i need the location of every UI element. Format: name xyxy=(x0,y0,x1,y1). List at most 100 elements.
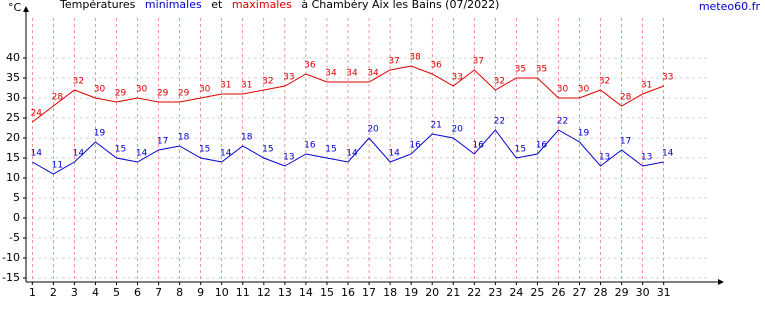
data-label: 31 xyxy=(220,81,231,91)
x-tick-label: 22 xyxy=(467,286,481,299)
x-tick-label: 31 xyxy=(657,286,671,299)
data-label: 36 xyxy=(430,61,442,71)
data-label: 15 xyxy=(515,145,526,155)
data-label: 17 xyxy=(157,137,168,147)
x-tick-label: 4 xyxy=(92,286,99,299)
data-label: 34 xyxy=(346,69,358,79)
data-label: 37 xyxy=(473,57,484,67)
data-label: 32 xyxy=(73,77,84,87)
y-tick-label: 25 xyxy=(6,111,20,124)
y-tick-label: 30 xyxy=(6,91,20,104)
data-label: 37 xyxy=(388,57,399,67)
data-label: 14 xyxy=(662,149,674,159)
data-label: 33 xyxy=(283,73,294,83)
data-label: 24 xyxy=(31,109,43,119)
x-tick-label: 10 xyxy=(215,286,229,299)
data-label: 13 xyxy=(641,153,652,163)
data-label: 11 xyxy=(52,161,63,171)
x-tick-label: 13 xyxy=(278,286,292,299)
data-label: 33 xyxy=(662,73,673,83)
data-label: 20 xyxy=(452,125,464,135)
data-label: 13 xyxy=(283,153,294,163)
x-tick-label: 6 xyxy=(134,286,141,299)
data-label: 38 xyxy=(409,53,421,63)
data-label: 20 xyxy=(367,125,379,135)
data-label: 30 xyxy=(199,85,211,95)
x-tick-label: 1 xyxy=(29,286,36,299)
data-label: 29 xyxy=(178,89,190,99)
x-tick-label: 14 xyxy=(299,286,313,299)
title-joiner: et xyxy=(211,0,223,11)
title-suffix: à Chambéry Aix les Bains (07/2022) xyxy=(301,0,499,11)
x-tick-label: 17 xyxy=(362,286,376,299)
x-tick-label: 21 xyxy=(446,286,460,299)
data-label: 29 xyxy=(157,89,169,99)
x-tick-label: 5 xyxy=(113,286,120,299)
data-label: 21 xyxy=(430,121,441,131)
data-label: 35 xyxy=(515,65,526,75)
x-tick-label: 26 xyxy=(551,286,565,299)
x-tick-label: 28 xyxy=(594,286,608,299)
x-tick-label: 3 xyxy=(71,286,78,299)
y-tick-label: 40 xyxy=(6,51,20,64)
x-axis-arrow xyxy=(718,279,724,285)
data-label: 36 xyxy=(304,61,316,71)
x-tick-label: 11 xyxy=(236,286,250,299)
title-series-min: minimales xyxy=(145,0,202,11)
data-label: 14 xyxy=(220,149,232,159)
x-tick-label: 16 xyxy=(341,286,355,299)
x-tick-label: 15 xyxy=(320,286,334,299)
data-label: 17 xyxy=(620,137,631,147)
source-link[interactable]: meteo60.fr xyxy=(699,0,761,13)
x-tick-label: 18 xyxy=(383,286,397,299)
data-label: 15 xyxy=(325,145,336,155)
data-label: 19 xyxy=(94,129,106,139)
data-label: 15 xyxy=(115,145,126,155)
x-tick-label: 23 xyxy=(488,286,502,299)
data-label: 14 xyxy=(346,149,358,159)
data-label: 28 xyxy=(620,93,632,103)
series-line xyxy=(32,65,664,123)
data-label: 14 xyxy=(136,149,148,159)
x-tick-label: 8 xyxy=(176,286,183,299)
y-axis-arrow xyxy=(23,6,29,12)
x-tick-label: 9 xyxy=(197,286,204,299)
data-label: 32 xyxy=(494,77,505,87)
data-label: 22 xyxy=(494,117,505,127)
y-tick-label: 20 xyxy=(6,131,20,144)
x-tick-label: 2 xyxy=(50,286,57,299)
data-label: 16 xyxy=(536,141,548,151)
x-tick-label: 24 xyxy=(509,286,523,299)
y-tick-label: 5 xyxy=(13,191,20,204)
data-label: 14 xyxy=(73,149,85,159)
y-axis-label: °C xyxy=(8,1,22,14)
data-label: 13 xyxy=(599,153,610,163)
y-tick-label: 10 xyxy=(6,171,20,184)
data-label: 18 xyxy=(241,133,253,143)
data-label: 15 xyxy=(262,145,273,155)
data-label: 34 xyxy=(367,69,379,79)
data-label: 31 xyxy=(241,81,252,91)
data-label: 16 xyxy=(409,141,421,151)
series-line xyxy=(32,129,664,175)
data-label: 14 xyxy=(388,149,400,159)
data-label: 22 xyxy=(557,117,568,127)
chart-title: Températures minimales et maximales à Ch… xyxy=(59,0,499,11)
x-tick-label: 29 xyxy=(615,286,629,299)
x-tick-label: 19 xyxy=(404,286,418,299)
title-prefix: Températures xyxy=(59,0,136,11)
data-label: 30 xyxy=(578,85,590,95)
data-label: 32 xyxy=(599,77,610,87)
data-label: 32 xyxy=(262,77,273,87)
data-label: 31 xyxy=(641,81,652,91)
x-tick-label: 7 xyxy=(155,286,162,299)
data-label: 15 xyxy=(199,145,210,155)
data-label: 35 xyxy=(536,65,547,75)
data-label: 34 xyxy=(325,69,337,79)
data-label: 33 xyxy=(452,73,463,83)
y-tick-label: -15 xyxy=(2,271,20,284)
data-label: 29 xyxy=(115,89,127,99)
x-tick-label: 25 xyxy=(530,286,544,299)
data-label: 14 xyxy=(31,149,43,159)
